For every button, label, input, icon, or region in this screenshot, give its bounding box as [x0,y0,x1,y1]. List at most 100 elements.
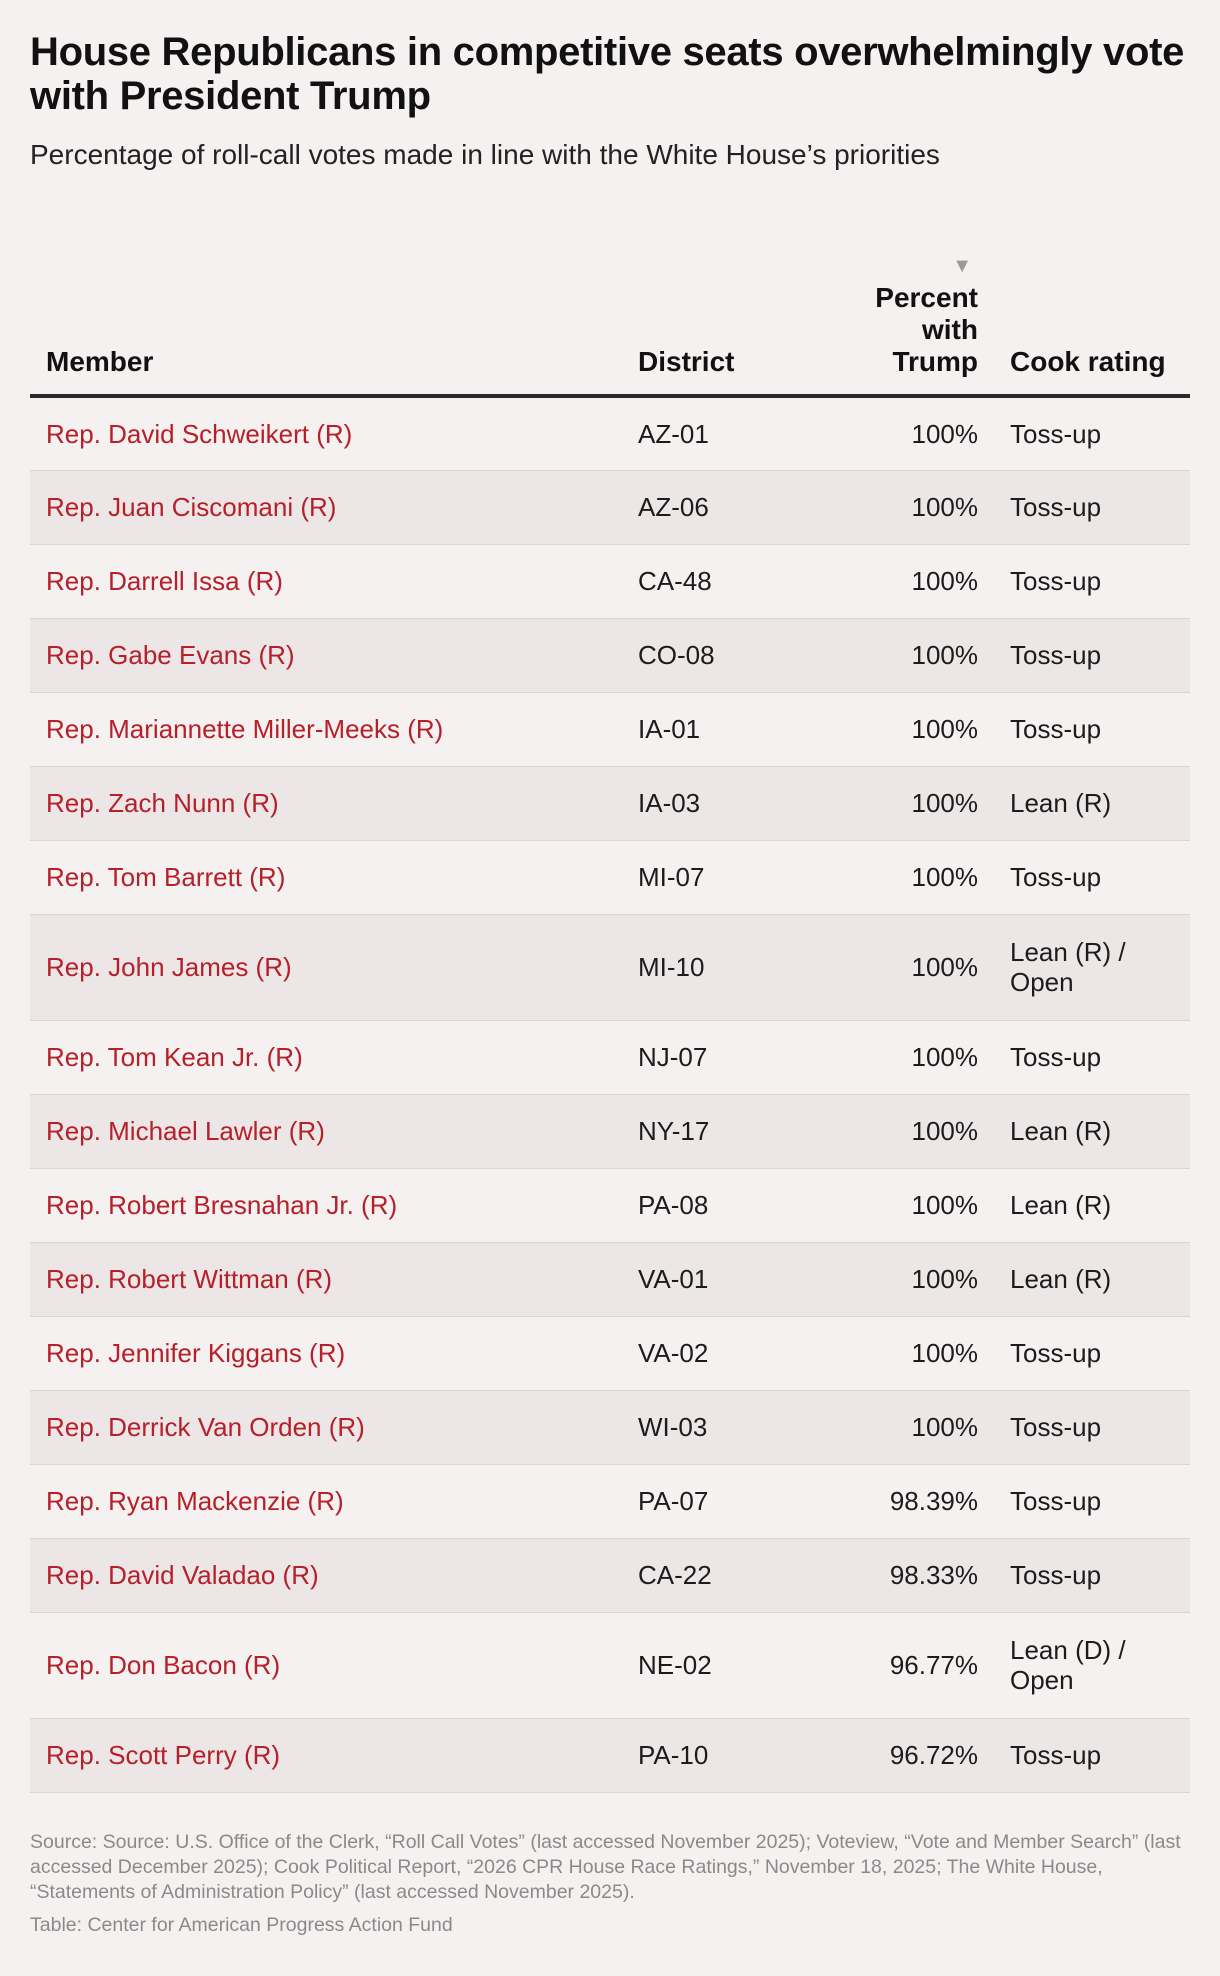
table-row: Rep. Tom Barrett (R) MI-07 100% Toss-up [30,840,1190,914]
cook-rating-cell: Toss-up [1010,714,1102,744]
table-row: Rep. Darrell Issa (R) CA-48 100% Toss-up [30,544,1190,618]
district-cell: VA-02 [638,1338,709,1368]
table-row: Rep. Derrick Van Orden (R) WI-03 100% Toss-… [30,1390,1190,1464]
percent-cell: 100% [911,788,979,818]
cook-rating-cell: Lean (R) [1010,1264,1112,1294]
percent-cell: 100% [911,862,979,892]
cook-rating-cell: Toss-up [1010,640,1102,670]
table-row: Rep. John James (R) MI-10 100% Lean (R) / O… [30,914,1190,1020]
table-row: Rep. Scott Perry (R) PA-10 96.72% Toss-up [30,1718,1190,1792]
cook-rating-cell: Toss-up [1010,1412,1102,1442]
cook-rating-cell: Lean (R) / Open [1010,937,1126,997]
table-header-row: Member District ▼ Percent with Trump Coo… [30,230,1190,396]
cook-rating-cell: Lean (R) [1010,1190,1112,1220]
percent-cell: 100% [911,1116,979,1146]
column-header-percent-label: Percent with Trump [875,282,978,377]
percent-cell: 100% [911,640,979,670]
cook-rating-cell: Toss-up [1010,1560,1102,1590]
page-title: House Republicans in competitive seats o… [30,30,1185,118]
percent-cell: 100% [911,952,979,982]
footer: Source: Source: U.S. Office of the Clerk… [30,1830,1190,1938]
member-cell[interactable]: Rep. Ryan Mackenzie (R) [46,1486,344,1516]
cook-rating-cell: Toss-up [1010,566,1102,596]
percent-cell: 98.39% [889,1486,978,1516]
table-row: Rep. David Schweikert (R) AZ-01 100% Toss-u… [30,396,1190,470]
table-row: Rep. Juan Ciscomani (R) AZ-06 100% Toss-up [30,470,1190,544]
district-cell: AZ-01 [638,418,709,449]
member-cell[interactable]: Rep. Tom Barrett (R) [46,862,286,892]
member-cell[interactable]: Rep. Mariannette Miller-Meeks (R) [46,714,444,744]
district-cell: PA-10 [638,1740,709,1770]
percent-cell: 100% [911,1042,979,1072]
percent-cell: 100% [911,1412,979,1442]
percent-cell: 100% [911,714,979,744]
table-row: Rep. Robert Wittman (R) VA-01 100% Lean (R) [30,1242,1190,1316]
member-cell[interactable]: Rep. Derrick Van Orden (R) [46,1412,365,1442]
cook-rating-cell: Toss-up [1010,418,1102,449]
percent-cell: 100% [911,418,979,449]
percent-cell: 96.77% [889,1650,978,1680]
district-cell: WI-03 [638,1412,708,1442]
member-cell[interactable]: Rep. Robert Bresnahan Jr. (R) [46,1190,398,1220]
percent-cell: 96.72% [889,1740,978,1770]
district-cell: NJ-07 [638,1042,708,1072]
table-body: Rep. David Schweikert (R) AZ-01 100% Toss-u… [30,396,1190,1792]
district-cell: MI-07 [638,862,705,892]
member-cell[interactable]: Rep. Robert Wittman (R) [46,1264,333,1294]
cook-rating-cell: Toss-up [1010,1740,1102,1770]
table-row: Rep. Tom Kean Jr. (R) NJ-07 100% Toss-up [30,1020,1190,1094]
percent-cell: 98.33% [889,1560,978,1590]
member-cell[interactable]: Rep. Juan Ciscomani (R) [46,492,337,522]
cook-rating-cell: Toss-up [1010,1486,1102,1516]
member-cell[interactable]: Rep. David Schweikert (R) [46,418,353,449]
sort-descending-icon: ▼ [952,255,972,277]
cook-rating-cell: Toss-up [1010,862,1102,892]
cook-rating-cell: Lean (R) [1010,788,1112,818]
percent-cell: 100% [911,1190,979,1220]
column-header-member[interactable]: Member [46,346,154,377]
cook-rating-cell: Lean (R) [1010,1116,1112,1146]
member-cell[interactable]: Rep. Scott Perry (R) [46,1740,281,1770]
district-cell: NY-17 [638,1116,710,1146]
district-cell: PA-07 [638,1486,709,1516]
member-cell[interactable]: Rep. Gabe Evans (R) [46,640,295,670]
district-cell: IA-01 [638,714,701,744]
percent-cell: 100% [911,566,979,596]
column-header-district[interactable]: District [638,346,735,377]
table-row: Rep. Mariannette Miller-Meeks (R) IA-01 10… [30,692,1190,766]
district-cell: MI-10 [638,952,705,982]
member-cell[interactable]: Rep. Zach Nunn (R) [46,788,279,818]
table-row: Rep. Don Bacon (R) NE-02 96.77% Lean (D) / … [30,1612,1190,1718]
results-table: Member District ▼ Percent with Trump Coo… [30,230,1190,1793]
member-cell[interactable]: Rep. Darrell Issa (R) [46,566,283,596]
member-cell[interactable]: Rep. Tom Kean Jr. (R) [46,1042,303,1072]
table-credit: Table: Center for American Progress Acti… [30,1914,453,1936]
source-note: Source: Source: U.S. Office of the Clerk… [30,1831,1181,1903]
member-cell[interactable]: Rep. Don Bacon (R) [46,1650,281,1680]
table-row: Rep. Robert Bresnahan Jr. (R) PA-08 100% Le… [30,1168,1190,1242]
member-cell[interactable]: Rep. David Valadao (R) [46,1560,319,1590]
member-cell[interactable]: Rep. Michael Lawler (R) [46,1116,325,1146]
column-header-cook[interactable]: Cook rating [1010,346,1166,377]
district-cell: AZ-06 [638,492,709,522]
table-row: Rep. Michael Lawler (R) NY-17 100% Lean (R) [30,1094,1190,1168]
cook-rating-cell: Toss-up [1010,492,1102,522]
table-row: Rep. David Valadao (R) CA-22 98.33% Toss-up [30,1538,1190,1612]
district-cell: PA-08 [638,1190,709,1220]
percent-cell: 100% [911,1264,979,1294]
table-row: Rep. Jennifer Kiggans (R) VA-02 100% Toss-u… [30,1316,1190,1390]
percent-cell: 100% [911,492,979,522]
cook-rating-cell: Toss-up [1010,1042,1102,1072]
column-header-percent[interactable]: ▼ Percent with Trump [830,230,994,396]
district-cell: VA-01 [638,1264,709,1294]
page-subtitle: Percentage of roll-call votes made in li… [30,139,940,170]
member-cell[interactable]: Rep. John James (R) [46,952,292,982]
percent-cell: 100% [911,1338,979,1368]
cook-rating-cell: Lean (D) / Open [1010,1635,1126,1695]
cook-rating-cell: Toss-up [1010,1338,1102,1368]
table-row: Rep. Ryan Mackenzie (R) PA-07 98.39% Toss-u… [30,1464,1190,1538]
district-cell: NE-02 [638,1650,712,1680]
member-cell[interactable]: Rep. Jennifer Kiggans (R) [46,1338,346,1368]
district-cell: CO-08 [638,640,715,670]
district-cell: CA-48 [638,566,712,596]
